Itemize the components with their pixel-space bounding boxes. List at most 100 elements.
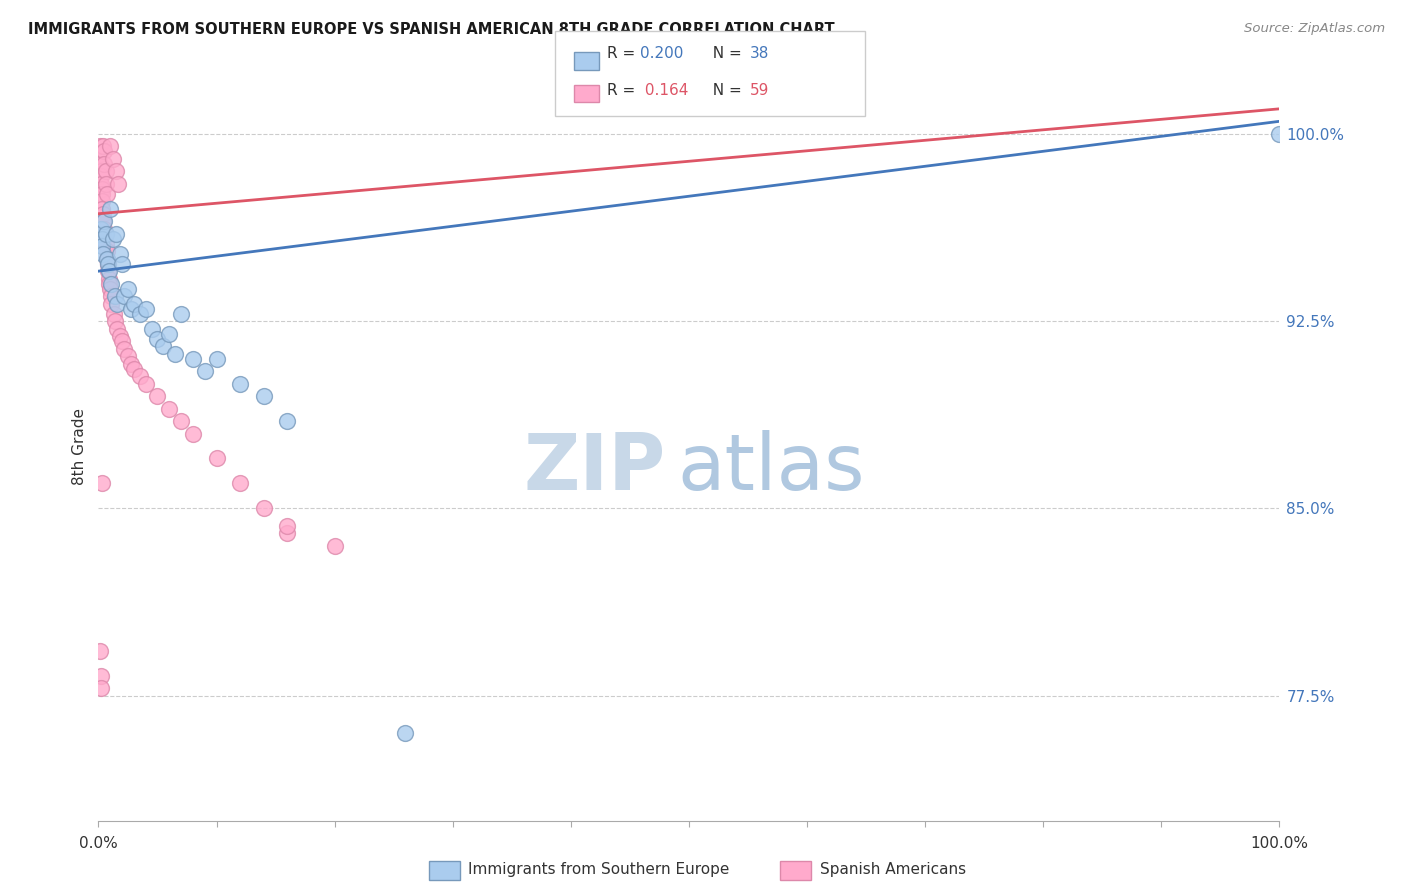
Point: [181, 351, 204, 366]
Point: [90, 221, 112, 235]
Point: [101, 152, 124, 166]
Text: 0.0%: 0.0%: [79, 836, 118, 851]
Point: [170, 307, 193, 321]
Point: [91, 182, 114, 196]
Point: [90, 669, 112, 683]
Point: [98, 271, 121, 285]
Point: [90, 177, 112, 191]
Point: [94, 236, 117, 251]
Point: [108, 246, 131, 260]
Point: [90, 169, 112, 184]
Point: [91, 194, 114, 209]
Text: Spanish Americans: Spanish Americans: [820, 863, 966, 877]
Point: [117, 282, 139, 296]
Point: [94, 164, 117, 178]
Point: [111, 334, 134, 348]
Point: [96, 252, 118, 266]
Text: R =: R =: [607, 46, 641, 62]
Point: [104, 314, 127, 328]
Text: 38: 38: [749, 46, 769, 62]
Y-axis label: 8th Grade: 8th Grade: [72, 408, 87, 484]
Text: N =: N =: [703, 46, 747, 62]
Point: [90, 164, 112, 178]
Point: [276, 414, 298, 428]
Point: [101, 232, 124, 246]
Point: [105, 296, 128, 310]
Point: [146, 389, 169, 403]
Point: [122, 296, 145, 310]
Point: [323, 539, 346, 553]
Point: [1268, 127, 1291, 141]
Point: [98, 277, 121, 291]
Point: [89, 139, 111, 153]
Text: Source: ZipAtlas.com: Source: ZipAtlas.com: [1244, 22, 1385, 36]
Point: [96, 244, 118, 259]
Text: Immigrants from Southern Europe: Immigrants from Southern Europe: [468, 863, 730, 877]
Point: [93, 145, 115, 159]
Point: [146, 332, 169, 346]
Point: [100, 296, 122, 310]
Point: [117, 349, 139, 363]
Text: R =: R =: [607, 83, 641, 98]
Point: [205, 351, 228, 366]
Point: [96, 252, 118, 266]
Text: atlas: atlas: [678, 431, 865, 507]
Point: [253, 389, 276, 403]
Point: [121, 357, 143, 371]
Point: [91, 246, 114, 260]
Point: [97, 257, 120, 271]
Point: [94, 227, 117, 241]
Point: [90, 681, 112, 696]
Text: IMMIGRANTS FROM SOUTHERN EUROPE VS SPANISH AMERICAN 8TH GRADE CORRELATION CHART: IMMIGRANTS FROM SOUTHERN EUROPE VS SPANI…: [28, 22, 835, 37]
Point: [253, 501, 276, 516]
Point: [194, 364, 217, 378]
Point: [157, 326, 180, 341]
Point: [141, 321, 163, 335]
Point: [93, 157, 115, 171]
Point: [105, 321, 128, 335]
Point: [93, 214, 115, 228]
Point: [394, 726, 416, 740]
Point: [91, 476, 114, 491]
Point: [93, 221, 115, 235]
Point: [104, 289, 127, 303]
Point: [98, 282, 121, 296]
Point: [276, 519, 298, 533]
Point: [91, 186, 114, 201]
Text: 100.0%: 100.0%: [1250, 836, 1309, 851]
Point: [276, 526, 298, 541]
Point: [91, 239, 114, 253]
Point: [89, 146, 111, 161]
Point: [89, 227, 111, 241]
Point: [98, 264, 121, 278]
Point: [89, 157, 111, 171]
Point: [135, 376, 157, 391]
Point: [94, 177, 117, 191]
Point: [229, 376, 252, 391]
Point: [111, 257, 134, 271]
Text: ZIP: ZIP: [523, 431, 665, 507]
Point: [108, 329, 131, 343]
Point: [105, 164, 128, 178]
Point: [105, 227, 128, 241]
Text: 59: 59: [749, 83, 769, 98]
Text: N =: N =: [703, 83, 747, 98]
Point: [157, 401, 180, 416]
Point: [97, 257, 120, 271]
Point: [91, 232, 114, 246]
Point: [98, 202, 121, 216]
Point: [96, 186, 118, 201]
Point: [100, 289, 122, 303]
Point: [103, 307, 125, 321]
Point: [135, 301, 157, 316]
Point: [181, 426, 204, 441]
Point: [229, 476, 252, 491]
Point: [112, 342, 135, 356]
Point: [122, 361, 145, 376]
Point: [152, 339, 174, 353]
Point: [128, 369, 150, 384]
Point: [89, 644, 111, 658]
Text: 0.200: 0.200: [640, 46, 683, 62]
Point: [165, 346, 187, 360]
Point: [128, 307, 150, 321]
